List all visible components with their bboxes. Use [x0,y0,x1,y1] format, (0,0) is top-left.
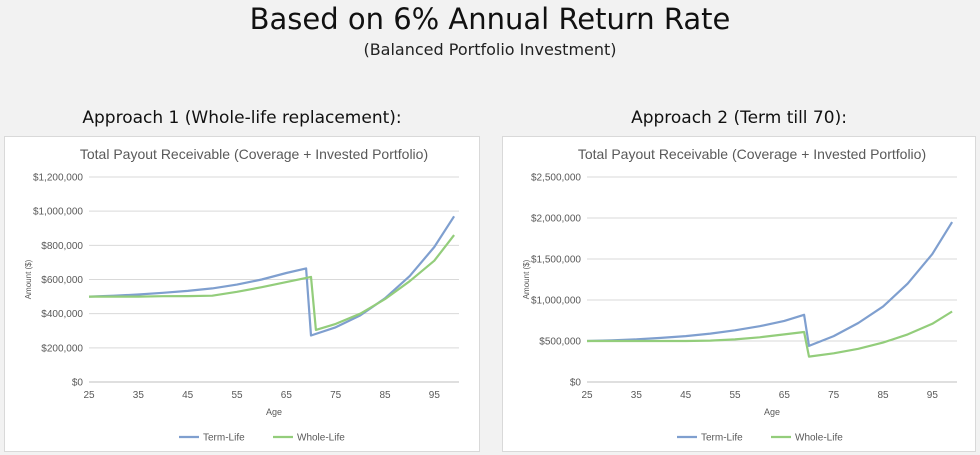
chart2-x-tick-label: 85 [877,390,889,401]
chart2-y-tick-label: $2,500,000 [531,173,581,184]
chart2-y-tick-label: $500,000 [539,337,581,348]
chart1-y-tick-label: $200,000 [41,343,83,354]
chart1-y-tick-label: $600,000 [41,275,83,286]
chart1-x-tick-label: 35 [133,390,145,401]
chart1-x-tick-label: 65 [281,390,293,401]
chart-panel-approach-2: Total Payout Receivable (Coverage + Inve… [502,136,976,452]
approach-1-heading: Approach 1 (Whole-life replacement): [82,108,402,128]
chart2-x-axis-label: Age [764,407,780,417]
chart1-y-tick-label: $0 [72,378,84,389]
chart1-y-tick-label: $400,000 [41,309,83,320]
chart2-legend-label-term-life: Term-Life [701,433,743,444]
chart2-x-tick-label: 45 [680,390,692,401]
chart1-legend-label-term-life: Term-Life [203,433,245,444]
chart1-x-tick-label: 75 [330,390,342,401]
chart2-y-tick-label: $1,500,000 [531,255,581,266]
chart2-series-line-term-life [586,221,954,347]
chart2-x-tick-label: 55 [729,390,741,401]
chart-panel-approach-1: Total Payout Receivable (Coverage + Inve… [4,136,480,452]
chart2-title: Total Payout Receivable (Coverage + Inve… [578,146,926,162]
chart1-y-axis-label: Amount ($) [24,259,33,299]
chart1-x-tick-label: 25 [83,390,95,401]
line-chart-approach-1: Total Payout Receivable (Coverage + Inve… [24,146,459,444]
chart2-legend-label-whole-life: Whole-Life [795,433,843,444]
page-title: Based on 6% Annual Return Rate [249,2,731,36]
approach-2-heading: Approach 2 (Term till 70): [631,108,847,128]
chart1-x-tick-label: 55 [231,390,243,401]
line-chart-approach-2: Total Payout Receivable (Coverage + Inve… [522,146,957,444]
chart1-series-line-term-life [88,215,456,337]
chart2-x-tick-label: 65 [779,390,791,401]
chart1-x-tick-label: 45 [182,390,194,401]
chart1-y-tick-label: $800,000 [41,241,83,252]
chart2-y-tick-label: $1,000,000 [531,296,581,307]
chart1-legend-label-whole-life: Whole-Life [297,433,345,444]
chart2-x-tick-label: 75 [828,390,840,401]
chart2-x-tick-label: 95 [927,390,939,401]
chart1-series-line-whole-life [89,234,455,331]
chart1-y-tick-label: $1,200,000 [33,173,83,184]
chart2-y-axis-label: Amount ($) [522,259,531,299]
page-subtitle: (Balanced Portfolio Investment) [363,40,617,59]
chart1-x-tick-label: 85 [379,390,391,401]
chart2-x-tick-label: 35 [631,390,643,401]
chart2-y-tick-label: $2,000,000 [531,214,581,225]
chart1-title: Total Payout Receivable (Coverage + Inve… [80,146,428,162]
chart2-y-tick-label: $0 [570,378,582,389]
chart1-x-axis-label: Age [266,407,282,417]
chart2-series-line-whole-life [587,310,953,358]
chart1-y-tick-label: $1,000,000 [33,207,83,218]
chart2-x-tick-label: 25 [581,390,593,401]
chart1-x-tick-label: 95 [429,390,441,401]
